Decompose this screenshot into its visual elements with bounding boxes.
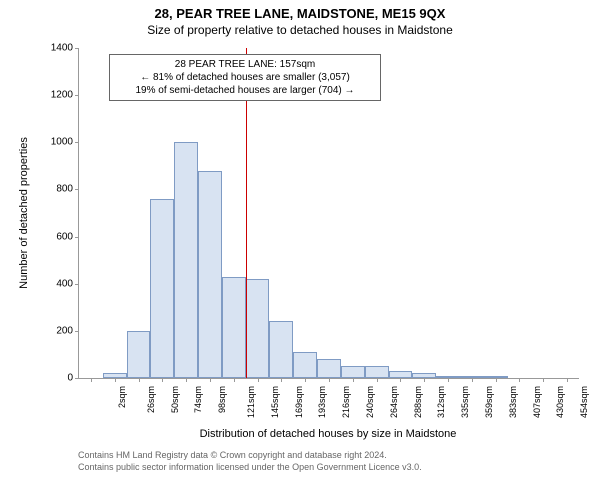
x-tick-mark [377, 378, 378, 382]
y-tick-mark [75, 331, 79, 332]
y-tick-mark [75, 142, 79, 143]
annotation-line-2: ← 81% of detached houses are smaller (3,… [115, 71, 375, 84]
x-tick-label: 98sqm [217, 386, 227, 413]
annotation-line-3: 19% of semi-detached houses are larger (… [115, 84, 375, 97]
footer-line-2: Contains public sector information licen… [78, 462, 422, 474]
histogram-bar [341, 366, 365, 378]
y-tick-mark [75, 189, 79, 190]
annotation-box: 28 PEAR TREE LANE: 157sqm ← 81% of detac… [109, 54, 381, 101]
y-tick-mark [75, 95, 79, 96]
x-tick-mark [400, 378, 401, 382]
histogram-bar [412, 373, 436, 378]
x-tick-mark [115, 378, 116, 382]
x-tick-label: 359sqm [484, 386, 494, 418]
y-tick-label: 1000 [51, 137, 73, 148]
y-tick-mark [75, 378, 79, 379]
x-tick-mark [329, 378, 330, 382]
annotation-line-1: 28 PEAR TREE LANE: 157sqm [115, 58, 375, 71]
x-tick-mark [91, 378, 92, 382]
x-tick-mark [543, 378, 544, 382]
x-tick-label: 74sqm [193, 386, 203, 413]
histogram-bar [293, 352, 317, 378]
x-tick-mark [424, 378, 425, 382]
footer-line-1: Contains HM Land Registry data © Crown c… [78, 450, 422, 462]
x-tick-label: 121sqm [246, 386, 256, 418]
footer-attribution: Contains HM Land Registry data © Crown c… [78, 450, 422, 473]
y-tick-mark [75, 48, 79, 49]
x-tick-mark [567, 378, 568, 382]
y-tick-mark [75, 237, 79, 238]
y-tick-label: 600 [56, 231, 73, 242]
histogram-bar [222, 277, 246, 378]
x-tick-mark [305, 378, 306, 382]
x-tick-mark [448, 378, 449, 382]
page-subtitle: Size of property relative to detached ho… [0, 21, 600, 37]
x-tick-label: 407sqm [532, 386, 542, 418]
x-tick-mark [472, 378, 473, 382]
x-tick-label: 216sqm [341, 386, 351, 418]
x-tick-label: 50sqm [170, 386, 180, 413]
histogram-bar [127, 331, 151, 378]
y-tick-mark [75, 284, 79, 285]
y-tick-label: 1200 [51, 90, 73, 101]
x-tick-label: 26sqm [146, 386, 156, 413]
x-tick-label: 312sqm [436, 386, 446, 418]
y-axis-label: Number of detached properties [18, 137, 30, 289]
histogram-bar [103, 373, 127, 378]
plot-area: 28 PEAR TREE LANE: 157sqm ← 81% of detac… [78, 48, 579, 379]
x-tick-mark [234, 378, 235, 382]
x-tick-label: 169sqm [294, 386, 304, 418]
x-tick-label: 335sqm [460, 386, 470, 418]
x-tick-mark [162, 378, 163, 382]
x-tick-label: 430sqm [556, 386, 566, 418]
histogram-bar [389, 371, 413, 378]
histogram-bar [436, 376, 460, 378]
histogram-bar [365, 366, 389, 378]
chart-container: 28, PEAR TREE LANE, MAIDSTONE, ME15 9QX … [0, 0, 600, 500]
x-tick-mark [496, 378, 497, 382]
x-tick-mark [258, 378, 259, 382]
y-tick-label: 1400 [51, 43, 73, 54]
histogram-bar [484, 376, 508, 378]
x-tick-label: 240sqm [365, 386, 375, 418]
x-tick-mark [139, 378, 140, 382]
histogram-bar [246, 279, 270, 378]
histogram-bar [174, 142, 198, 378]
histogram-bar [269, 321, 293, 378]
x-tick-mark [281, 378, 282, 382]
x-tick-label: 264sqm [389, 386, 399, 418]
x-tick-mark [186, 378, 187, 382]
x-tick-label: 193sqm [317, 386, 327, 418]
histogram-bar [460, 376, 484, 378]
y-tick-label: 400 [56, 278, 73, 289]
x-tick-label: 383sqm [508, 386, 518, 418]
x-tick-label: 288sqm [413, 386, 423, 418]
histogram-bar [317, 359, 341, 378]
x-tick-label: 2sqm [117, 386, 127, 408]
x-tick-label: 145sqm [270, 386, 280, 418]
x-tick-mark [519, 378, 520, 382]
histogram-bar [150, 199, 174, 378]
y-tick-label: 200 [56, 325, 73, 336]
x-tick-mark [210, 378, 211, 382]
y-tick-label: 800 [56, 184, 73, 195]
x-axis-label: Distribution of detached houses by size … [78, 428, 578, 440]
page-title: 28, PEAR TREE LANE, MAIDSTONE, ME15 9QX [0, 0, 600, 21]
x-tick-mark [353, 378, 354, 382]
y-tick-label: 0 [67, 373, 73, 384]
histogram-bar [198, 171, 222, 378]
x-tick-label: 454sqm [579, 386, 589, 418]
